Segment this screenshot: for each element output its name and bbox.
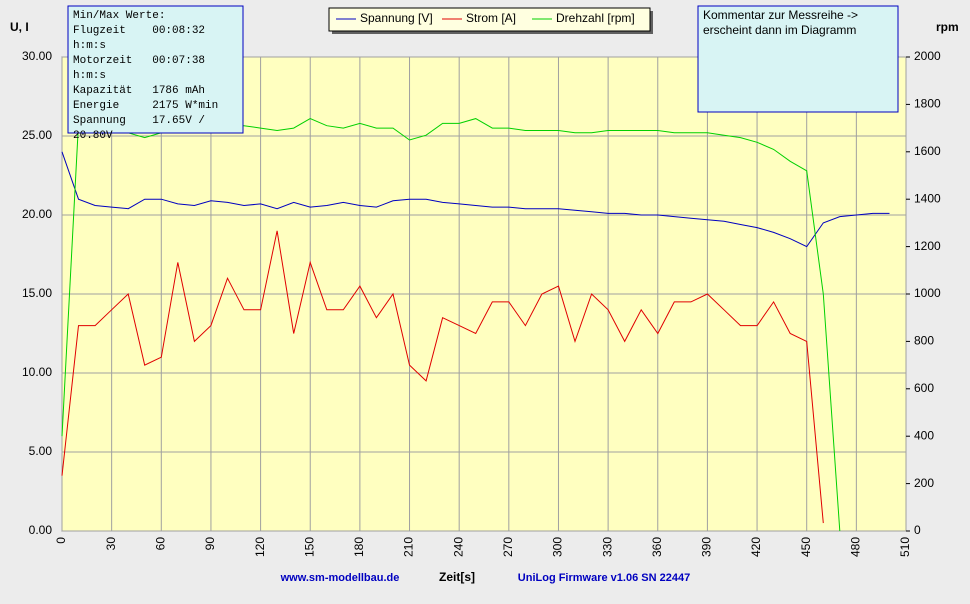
x-tick-label: 180 [352,537,366,557]
info-line: 20.80V [73,130,113,142]
y2-tick-label: 1400 [914,191,941,205]
x-tick-label: 90 [203,537,217,551]
x-tick-label: 390 [700,537,714,557]
y-tick-label: 0.00 [29,523,53,537]
x-tick-label: 0 [54,537,68,544]
comment-text: Kommentar zur Messreihe ->erscheint dann… [703,8,858,37]
info-line: Min/Max Werte: [73,10,165,22]
x-tick-label: 150 [302,537,316,557]
y-tick-label: 5.00 [29,444,53,458]
y2-tick-label: 800 [914,334,934,348]
legend [328,7,651,32]
y-tick-label: 20.00 [22,207,52,221]
x-tick-label: 30 [104,537,118,551]
comment-box [697,5,899,113]
y2-tick-label: 1000 [914,286,941,300]
series-line [61,151,890,248]
footer-right: UniLog Firmware v1.06 SN 22447 [518,572,690,584]
y2-tick-label: 400 [914,428,934,442]
x-tick-label: 240 [451,537,465,557]
y-axis-label: U, I [10,20,29,34]
x-tick-label: 120 [253,537,267,557]
info-line: Flugzeit 00:08:32 [73,25,205,37]
x-tick-label: 450 [799,537,813,557]
legend-label: Strom [A] [466,11,516,25]
x-tick-label: 60 [153,537,167,551]
y-tick-label: 30.00 [22,49,52,63]
x-tick-label: 420 [749,537,763,557]
legend-label: Drehzahl [rpm] [556,11,635,25]
x-tick-label: 510 [898,537,912,557]
comment-line: erscheint dann im Diagramm [703,23,856,37]
y2-tick-label: 200 [914,476,934,490]
x-tick-label: 210 [402,537,416,557]
x-tick-label: 330 [600,537,614,557]
legend-label: Spannung [V] [360,11,433,25]
comment-line: Kommentar zur Messreihe -> [703,8,858,22]
info-line: Energie 2175 W*min [73,100,218,112]
series-line [61,230,824,524]
info-text: Min/Max Werte: Flugzeit 00:08:32 h:m:s Moto… [73,10,218,142]
info-line: Spannung 17.65V / [73,115,205,127]
y2-tick-label: 600 [914,381,934,395]
info-line: h:m:s [73,70,106,82]
info-line: Kapazität 1786 mAh [73,85,205,97]
y2-tick-label: 1200 [914,239,941,253]
y2-tick-label: 1800 [914,97,941,111]
y-tick-label: 25.00 [22,128,52,142]
y2-axis-label: rpm [936,20,959,34]
y2-tick-label: 2000 [914,49,941,63]
x-tick-label: 360 [650,537,664,557]
y2-tick-label: 1600 [914,144,941,158]
x-tick-label: 270 [501,537,515,557]
x-axis-label: Zeit[s] [439,570,475,584]
y2-tick-label: 0 [914,523,921,537]
x-tick-label: 480 [849,537,863,557]
x-tick-label: 300 [551,537,565,557]
y-tick-label: 10.00 [22,365,52,379]
info-box [67,5,244,134]
y-tick-label: 15.00 [22,286,52,300]
legend-items: Spannung [V] Strom [A] Drehzahl [rpm] [336,11,635,25]
info-line: Motorzeit 00:07:38 [73,55,205,67]
info-line: h:m:s [73,40,106,52]
footer-left: www.sm-modellbau.de [280,572,400,584]
